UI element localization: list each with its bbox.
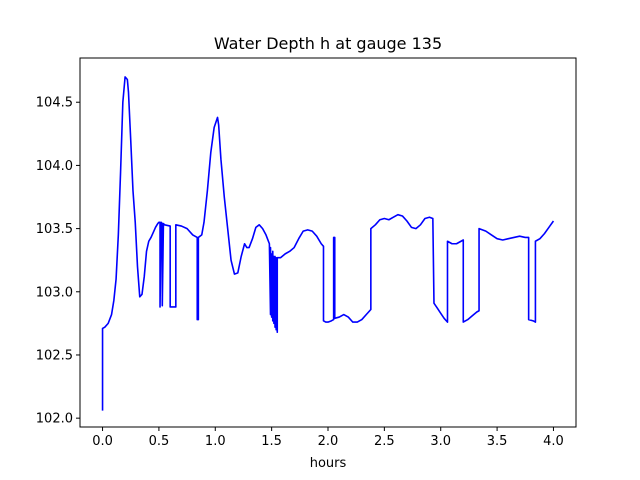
- x-tick-label: 3.5: [487, 434, 508, 449]
- plot-frame: [79, 57, 577, 428]
- x-tick-label: 0.0: [92, 434, 113, 449]
- y-tick-label: 103.5: [36, 222, 73, 237]
- x-tick-label: 0.5: [149, 434, 170, 449]
- plot-area: [101, 76, 555, 411]
- y-axis: 102.0 102.5 103.0 103.5 104.0 104.5: [36, 96, 80, 427]
- x-tick-label: 2.5: [374, 434, 395, 449]
- y-tick-label: 104.5: [36, 96, 73, 111]
- x-tick-label: 3.0: [430, 434, 451, 449]
- x-axis-label: hours: [310, 456, 347, 471]
- x-tick-label: 2.0: [318, 434, 339, 449]
- y-tick-label: 102.5: [36, 348, 73, 363]
- y-tick-label: 104.0: [36, 159, 73, 174]
- x-tick-label: 1.0: [205, 434, 226, 449]
- y-tick-label: 103.0: [36, 285, 73, 300]
- x-tick-label: 1.5: [261, 434, 282, 449]
- y-tick-label: 102.0: [36, 412, 73, 427]
- chart-title: Water Depth h at gauge 135: [214, 34, 442, 53]
- x-axis: 0.0 0.5 1.0 1.5 2.0 2.5 3.0 3.5 4.0: [92, 427, 564, 449]
- x-tick-label: 4.0: [543, 434, 564, 449]
- series-line-0: [101, 76, 555, 411]
